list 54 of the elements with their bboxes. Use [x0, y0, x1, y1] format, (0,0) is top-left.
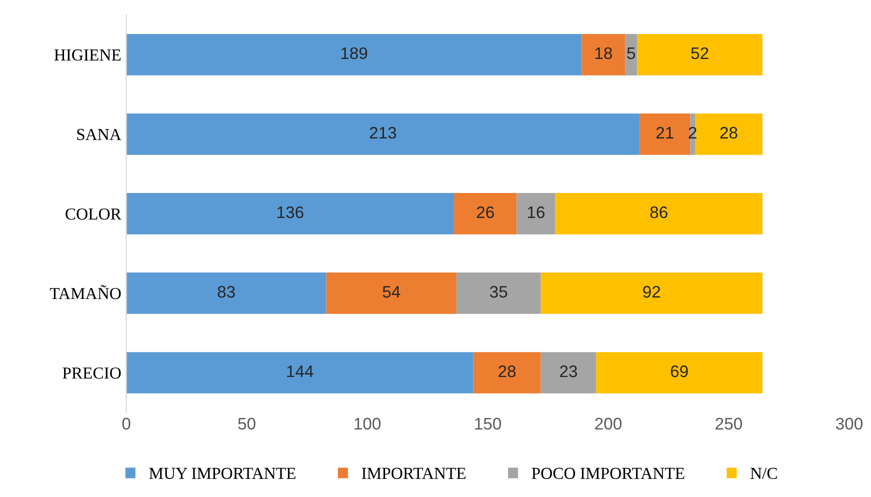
bar: [695, 114, 762, 155]
legend-label: POCO IMPORTANTE: [532, 468, 684, 479]
bar: [126, 34, 582, 76]
data-label: 54: [382, 286, 400, 298]
x-tick-label: 150: [475, 418, 502, 430]
x-tick-label: 300: [836, 418, 862, 430]
bar: [126, 193, 454, 234]
data-label: 92: [643, 286, 660, 298]
bar: [640, 114, 690, 155]
x-tick-label: 100: [354, 418, 381, 430]
data-label: 28: [498, 365, 516, 378]
data-label: 189: [341, 47, 368, 60]
bar: [126, 352, 474, 394]
bar: [126, 114, 640, 155]
y-tick-label: SANA: [77, 128, 122, 140]
bar: [637, 34, 762, 76]
bar: [540, 352, 596, 394]
bar: [326, 272, 456, 314]
bar: [582, 34, 626, 76]
y-tick-label: PRECIO: [62, 367, 121, 379]
y-tick-label: COLOR: [66, 208, 122, 220]
data-label: 69: [670, 365, 688, 378]
data-label: 35: [490, 286, 508, 298]
legend-label: N/C: [750, 468, 777, 479]
data-label: 18: [595, 47, 612, 60]
data-label: 16: [528, 206, 544, 218]
data-label: 213: [370, 126, 396, 139]
x-tick-label: 250: [716, 418, 742, 430]
bar: [516, 193, 556, 234]
legend-label: IMPORTANTE: [362, 468, 466, 479]
bar: [555, 193, 762, 234]
x-tick-label: 200: [595, 418, 622, 430]
bar: [456, 272, 541, 314]
data-label: 86: [650, 206, 668, 218]
bar: [625, 34, 638, 76]
data-label: 144: [287, 366, 314, 378]
data-label: 28: [720, 126, 738, 139]
bar: [540, 272, 762, 314]
data-label: 23: [560, 365, 578, 378]
x-tick-label: 50: [238, 418, 256, 430]
bar: [126, 272, 326, 314]
y-tick-label: TAMAÑO: [50, 285, 121, 300]
y-tick-label: HIGIENE: [54, 49, 121, 61]
x-tick-label: 0: [122, 418, 130, 430]
data-label: 136: [278, 206, 304, 218]
bar: [596, 352, 762, 394]
data-label: 21: [656, 126, 674, 138]
data-label: 83: [218, 286, 235, 298]
data-label: 26: [476, 206, 494, 218]
legend-label: MUY IMPORTANTE: [149, 468, 296, 479]
bar: [473, 352, 541, 394]
data-label: 5: [627, 48, 636, 60]
data-label: 52: [691, 47, 708, 60]
bar: [454, 193, 517, 234]
